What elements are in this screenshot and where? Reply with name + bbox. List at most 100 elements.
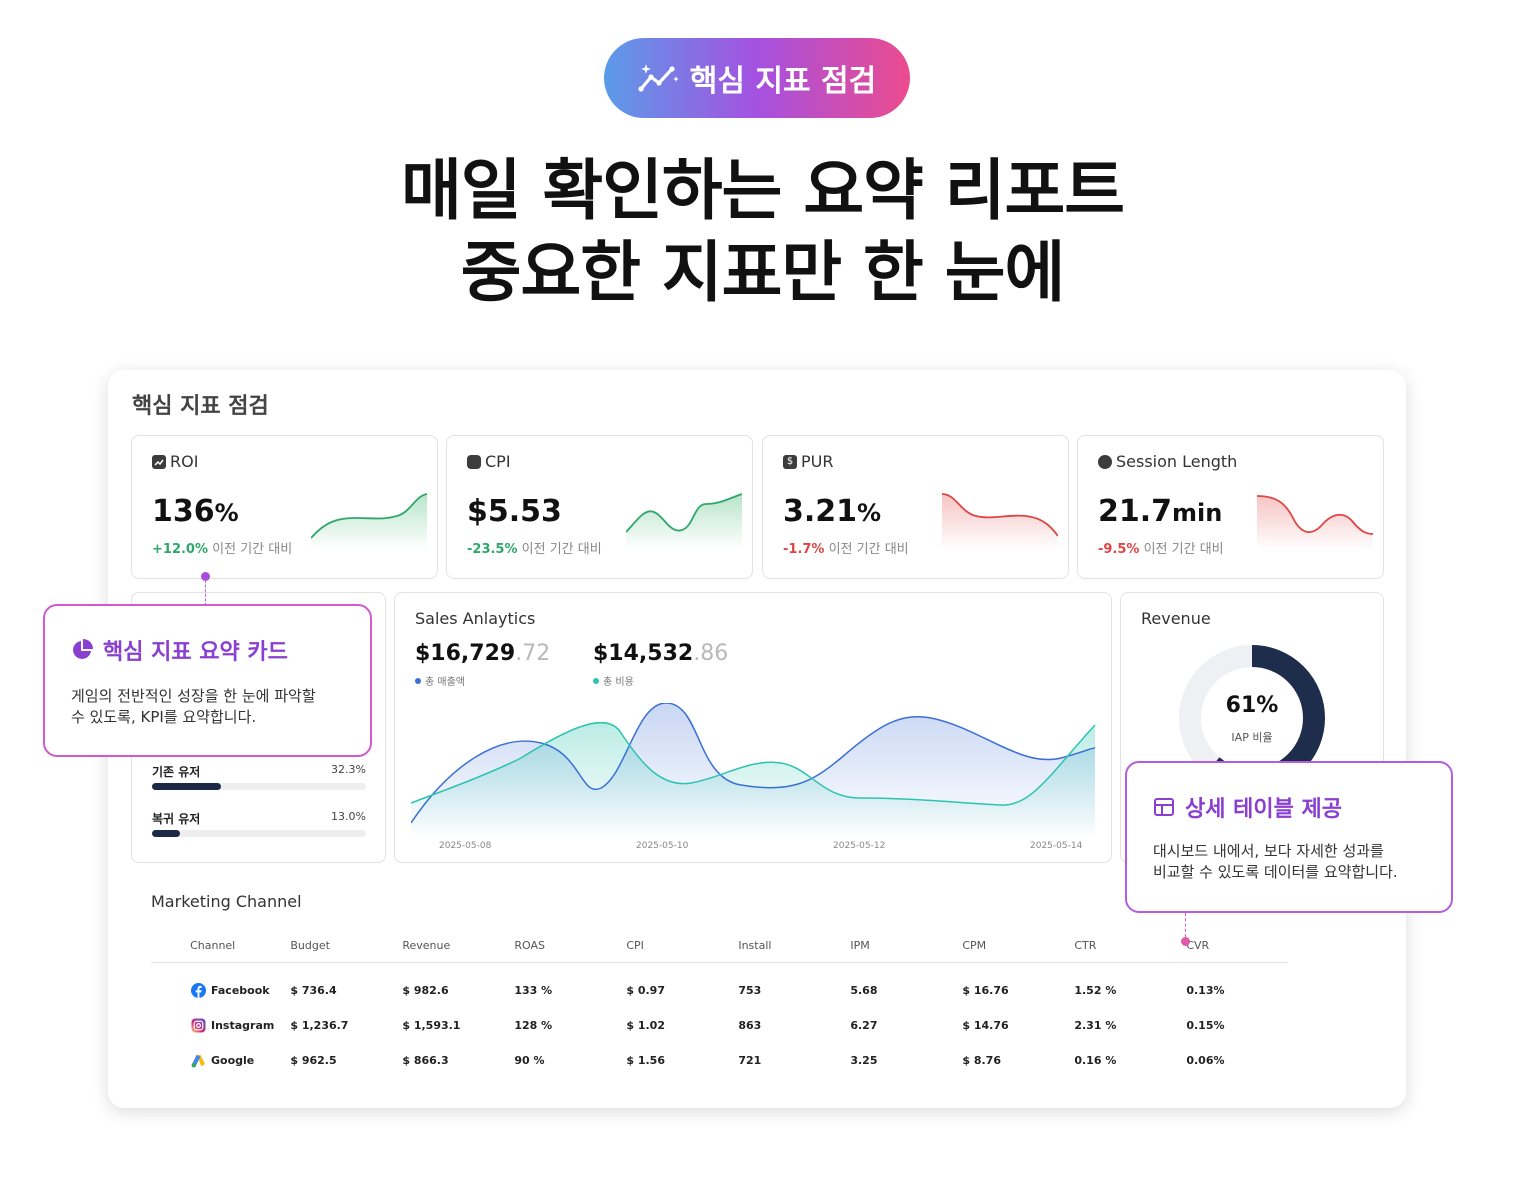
legend-dot (415, 677, 421, 684)
cost-area (411, 722, 1095, 838)
column-header[interactable]: Revenue (386, 930, 499, 963)
table-icon (1154, 798, 1174, 816)
cell-cpm: $ 14.76 (962, 1019, 1009, 1032)
x-tick-label: 2025-05-08 (439, 841, 492, 851)
column-header[interactable]: IPM (834, 930, 947, 963)
cell-ctr: 1.52 % (1074, 983, 1117, 997)
callout-connector (1185, 913, 1186, 937)
callout-pin (1181, 937, 1190, 946)
kpi-card-cpi[interactable]: CPI $5.53 -23.5% 이전 기간 대비 (446, 435, 753, 579)
column-header[interactable]: Budget (274, 930, 387, 963)
headline: 매일 확인하는 요약 리포트 중요한 지표만 한 눈에 (0, 150, 1525, 314)
sales-analytics-panel: Sales Anlaytics $16,729.72 총 매출액 $14,532… (394, 592, 1112, 863)
cell-roas: 128 % (514, 1019, 553, 1032)
cell-cpi: $ 0.97 (626, 983, 665, 997)
google-ads-icon (191, 1054, 206, 1068)
cell-ipm: 3.25 (850, 1054, 878, 1067)
kpi-delta: +12.0% 이전 기간 대비 (152, 542, 293, 557)
table-row[interactable]: Google $ 962.5 $ 866.3 90 % $ 1.56 721 3… (151, 1043, 1288, 1078)
callout-title: 핵심 지표 요약 카드 (103, 640, 288, 665)
kpi-sparkline (1257, 495, 1373, 550)
cell-cpi: $ 1.02 (626, 1019, 665, 1032)
cell-install: 863 (738, 1019, 762, 1032)
channel-name: Facebook (211, 983, 270, 997)
total-cost-value: $14,532.86 (593, 641, 729, 666)
kpi-label: PUR (801, 452, 834, 471)
cell-revenue: $ 1,593.1 (402, 1019, 461, 1032)
callout-body-line: 비교할 수 있도록 데이터를 요약합니다. (1153, 863, 1398, 881)
cell-ctr: 2.31 % (1074, 1019, 1117, 1032)
callout-detail-table: 상세 테이블 제공 대시보드 내에서, 보다 자세한 성과를 비교할 수 있도록… (1125, 761, 1453, 913)
x-tick-label: 2025-05-12 (833, 841, 886, 851)
feature-badge: 핵심 지표 점검 (604, 38, 910, 118)
kpi-value: 21.7min (1098, 494, 1223, 529)
legend-revenue: 총 매출액 (415, 673, 465, 688)
badge-label: 핵심 지표 점검 (689, 64, 877, 99)
segment-progress (152, 830, 366, 837)
legend-cost: 총 비용 (593, 673, 634, 688)
sales-title: Sales Anlaytics (415, 609, 536, 628)
revenue-title: Revenue (1141, 609, 1211, 628)
iap-ratio-label: IAP 비율 (1231, 731, 1273, 744)
callout-connector (205, 580, 206, 606)
kpi-value: 3.21% (783, 494, 882, 529)
kpi-delta: -23.5% 이전 기간 대비 (467, 542, 602, 557)
dollar-icon: $ (783, 454, 797, 469)
column-header[interactable]: ROAS (498, 930, 611, 963)
cell-cvr: 0.06% (1186, 1054, 1225, 1067)
column-header[interactable]: Install (722, 930, 835, 963)
x-tick-label: 2025-05-14 (1030, 841, 1083, 851)
cell-install: 721 (738, 1054, 762, 1067)
kpi-delta: -1.7% 이전 기간 대비 (783, 542, 909, 557)
kpi-sparkline (311, 493, 427, 550)
kpi-label: CPI (485, 452, 511, 471)
cell-ipm: 6.27 (850, 1019, 878, 1032)
cell-ipm: 5.68 (850, 983, 878, 997)
cell-install: 753 (738, 983, 762, 997)
cell-budget: $ 736.4 (290, 983, 337, 997)
channel-name: Google (211, 1054, 255, 1067)
cell-cpm: $ 16.76 (962, 983, 1009, 997)
facebook-icon (191, 982, 206, 998)
cost-line (411, 722, 1096, 806)
cell-budget: $ 1,236.7 (290, 1019, 349, 1032)
clock-icon (1098, 454, 1112, 469)
sales-line-chart (411, 703, 1096, 838)
kpi-value: $5.53 (467, 494, 562, 529)
cell-budget: $ 962.5 (290, 1054, 337, 1067)
cell-roas: 90 % (514, 1054, 545, 1067)
table-row[interactable]: Facebook $ 736.4 $ 982.6 133 % $ 0.97 75… (151, 962, 1288, 1008)
cell-cpi: $ 1.56 (626, 1054, 665, 1067)
column-header[interactable]: CVR (1170, 930, 1288, 963)
cell-cvr: 0.15% (1186, 1019, 1225, 1032)
marketing-title: Marketing Channel (151, 892, 302, 911)
marketing-table: Channel Budget Revenue ROAS CPI Install … (151, 930, 1288, 1078)
cell-cvr: 0.13% (1186, 983, 1225, 997)
kpi-card-session-length[interactable]: Session Length 21.7min -9.5% 이전 기간 대비 (1077, 435, 1384, 579)
trend-icon (152, 454, 166, 469)
cell-roas: 133 % (514, 983, 553, 997)
column-header[interactable]: Channel (151, 930, 275, 963)
table-row[interactable]: Instagram $ 1,236.7 $ 1,593.1 128 % $ 1.… (151, 1008, 1288, 1043)
column-header[interactable]: CPI (610, 930, 723, 963)
kpi-label: Session Length (1116, 452, 1238, 471)
sparkle-chart-icon (638, 64, 679, 92)
instagram-icon (191, 1018, 206, 1033)
column-header[interactable]: CTR (1058, 930, 1171, 963)
kpi-sparkline (942, 493, 1058, 550)
segment-progress (152, 783, 366, 790)
x-tick-label: 2025-05-10 (636, 841, 689, 851)
callout-body-line: 게임의 전반적인 성장을 한 눈에 파악할 (71, 687, 316, 705)
callout-summary-card: 핵심 지표 요약 카드 게임의 전반적인 성장을 한 눈에 파악할 수 있도록,… (43, 604, 372, 757)
cell-revenue: $ 982.6 (402, 983, 449, 997)
kpi-value: 136% (152, 494, 239, 529)
kpi-delta: -9.5% 이전 기간 대비 (1098, 542, 1224, 557)
cell-revenue: $ 866.3 (402, 1054, 449, 1067)
kpi-card-pur[interactable]: $ PUR 3.21% -1.7% 이전 기간 대비 (762, 435, 1069, 579)
cube-icon (467, 454, 481, 469)
kpi-card-roi[interactable]: ROI 136% +12.0% 이전 기간 대비 (131, 435, 438, 579)
callout-title: 상세 테이블 제공 (1185, 797, 1342, 822)
segment-returning-users: 복귀 유저 13.0% (152, 810, 366, 837)
total-revenue-value: $16,729.72 (415, 641, 551, 666)
column-header[interactable]: CPM (946, 930, 1059, 963)
